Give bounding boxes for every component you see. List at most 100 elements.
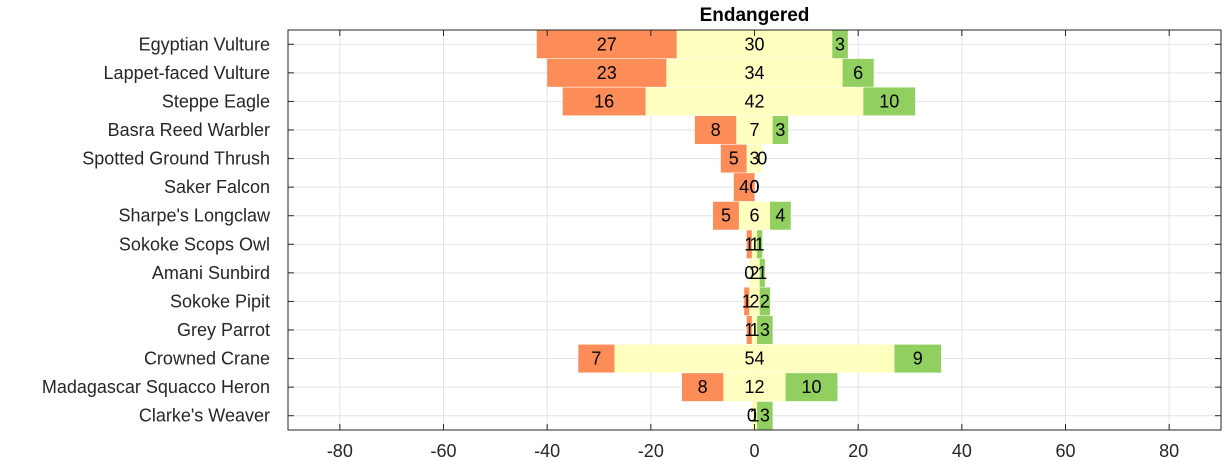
data-label: 34: [744, 63, 764, 83]
bar-segment: [645, 87, 864, 116]
bar-segment: [863, 87, 916, 116]
data-label: 16: [594, 91, 614, 111]
data-label: 1: [744, 234, 754, 254]
bar-segment: [733, 173, 755, 202]
x-tick-label: 80: [1159, 441, 1179, 461]
bar-segment: [751, 316, 758, 344]
data-label: 7: [749, 120, 759, 140]
bar-segment: [536, 30, 677, 59]
data-label: 5: [729, 149, 739, 169]
bar-segment: [757, 401, 773, 430]
bars: [536, 30, 942, 430]
data-label: 1: [744, 320, 754, 340]
x-tick-label: 20: [848, 441, 868, 461]
y-tick-label: Crowned Crane: [144, 349, 270, 369]
y-tick-label: Basra Reed Warbler: [108, 120, 270, 140]
data-label: 3: [749, 149, 759, 169]
data-label: 3: [760, 320, 770, 340]
data-label: 54: [744, 349, 764, 369]
x-tick-label: -40: [534, 441, 560, 461]
y-tick-label: Clarke's Weaver: [139, 406, 270, 426]
data-label: 1: [749, 234, 759, 254]
data-label: 0: [747, 406, 757, 426]
y-tick-label: Egyptian Vulture: [139, 34, 270, 54]
y-tick-label: Sharpe's Longclaw: [118, 206, 271, 226]
x-tick-label: 0: [749, 441, 759, 461]
x-tick-label: -80: [327, 441, 353, 461]
bar-segment: [738, 201, 771, 230]
data-label: 3: [835, 34, 845, 54]
x-axis-tick-labels: -80 -60 -40 -20 0 20 40 60 80: [327, 441, 1179, 461]
bar-segment: [562, 87, 646, 116]
y-tick-label: Amani Sunbird: [152, 263, 270, 283]
axis-ticks: [288, 30, 1221, 430]
bar-segment: [694, 116, 737, 144]
bar-segment: [578, 344, 615, 373]
y-tick-label: Madagascar Squacco Heron: [42, 377, 270, 397]
data-label: 10: [879, 91, 899, 111]
data-label: 6: [749, 206, 759, 226]
data-label: 12: [744, 377, 764, 397]
bar-segment: [842, 58, 874, 87]
bar-segment: [723, 373, 786, 402]
bar-segment: [746, 144, 763, 173]
y-tick-label: Sokoke Pipit: [170, 291, 270, 311]
bar-segment: [681, 373, 724, 402]
bar-segment: [894, 344, 942, 373]
bar-segment: [785, 373, 838, 402]
bar-segment: [759, 287, 771, 316]
data-label: 2: [749, 291, 759, 311]
bar-segment: [770, 201, 791, 230]
data-label: 0: [757, 149, 767, 169]
data-label: 8: [698, 377, 708, 397]
data-label: 7: [591, 349, 601, 369]
data-label: 1: [742, 291, 752, 311]
bar-segment: [749, 258, 760, 287]
bar-segment: [614, 344, 895, 373]
y-tick-label: Spotted Ground Thrush: [82, 149, 270, 169]
data-label: 10: [802, 377, 822, 397]
bar-segment: [757, 230, 763, 259]
y-tick-label: Sokoke Scops Owl: [119, 234, 270, 254]
bar-segment: [547, 58, 667, 87]
bar-segment: [746, 316, 752, 344]
data-label: 6: [853, 63, 863, 83]
bar-segment: [757, 316, 773, 344]
bar-segment: [744, 287, 750, 316]
bar-segment: [666, 58, 843, 87]
x-tick-label: -60: [430, 441, 456, 461]
data-label: 1: [749, 406, 759, 426]
chart-title: Endangered: [700, 5, 810, 26]
y-tick-label: Grey Parrot: [177, 320, 270, 340]
x-tick-label: 40: [952, 441, 972, 461]
bar-segment: [720, 144, 747, 173]
bar-segment: [759, 258, 765, 287]
data-label: 5: [721, 206, 731, 226]
data-label: 4: [775, 206, 785, 226]
bar-segment: [772, 116, 789, 144]
data-label: 2: [760, 291, 770, 311]
bar-segment: [736, 116, 773, 144]
data-label: 1: [757, 263, 767, 283]
data-label: 1: [749, 320, 759, 340]
data-label: 2: [749, 263, 759, 283]
data-label: 0: [749, 177, 759, 197]
data-label: 1: [755, 234, 765, 254]
bar-segment: [749, 287, 760, 316]
y-tick-label: Lappet-faced Vulture: [104, 63, 270, 83]
y-tick-label: Saker Falcon: [164, 177, 270, 197]
data-label: 9: [913, 349, 923, 369]
data-label: 3: [775, 120, 785, 140]
data-label: 4: [739, 177, 749, 197]
bar-segment: [832, 30, 848, 59]
data-label: 3: [760, 406, 770, 426]
x-tick-label: -20: [638, 441, 664, 461]
bar-segment: [751, 230, 758, 259]
data-label: 8: [711, 120, 721, 140]
data-label: 23: [597, 63, 617, 83]
bar-segment: [713, 201, 739, 230]
bar-segment: [746, 230, 752, 259]
data-label: 0: [749, 177, 759, 197]
